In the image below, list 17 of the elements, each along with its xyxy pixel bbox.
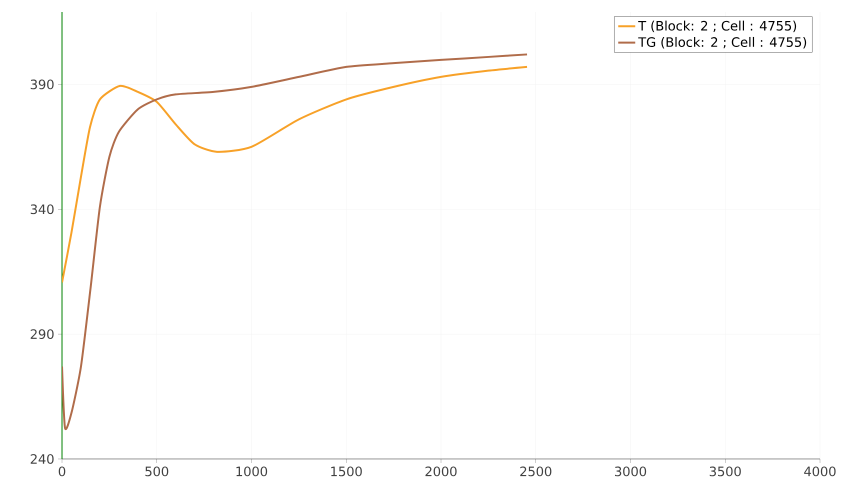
x-tick-label: 1500	[331, 466, 362, 476]
legend-label: T (Block: 2 ; Cell : 4755)	[638, 20, 796, 32]
x-tick-label: 2000	[425, 466, 457, 476]
x-tick-label: 1000	[236, 466, 268, 476]
line-series	[62, 66, 528, 284]
x-tick-label: 2500	[520, 466, 552, 476]
x-tick-label: 0	[58, 466, 66, 476]
y-tick-label: 390	[30, 80, 54, 90]
y-tick-label: 240	[30, 454, 54, 464]
x-tick-label: 3000	[615, 466, 646, 476]
x-tick-label: 4000	[804, 466, 836, 476]
line-series	[62, 53, 528, 430]
x-tick-label: 500	[145, 466, 168, 476]
x-tick-label: 3500	[710, 466, 741, 476]
y-tick-label: 290	[30, 329, 54, 340]
y-tick-label: 340	[30, 204, 54, 214]
legend-label: TG (Block: 2 ; Cell : 4755)	[638, 36, 806, 48]
